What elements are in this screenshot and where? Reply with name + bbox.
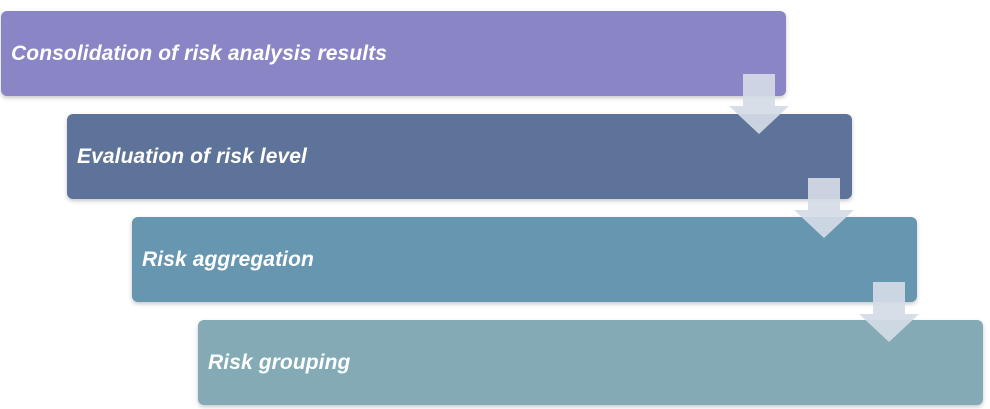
step-label: Risk aggregation <box>142 247 314 271</box>
step-risk-aggregation: Risk aggregation <box>132 217 917 302</box>
step-consolidation-of-risk-analysis-results: Consolidation of risk analysis results <box>1 11 786 96</box>
step-label: Consolidation of risk analysis results <box>11 41 388 65</box>
down-arrow-icon <box>859 282 919 342</box>
step-evaluation-of-risk-level: Evaluation of risk level <box>67 114 852 199</box>
down-arrow-icon <box>794 178 854 238</box>
down-arrow-icon <box>729 74 789 134</box>
step-label: Evaluation of risk level <box>77 144 307 168</box>
step-risk-grouping: Risk grouping <box>198 320 983 405</box>
step-label: Risk grouping <box>208 350 351 374</box>
